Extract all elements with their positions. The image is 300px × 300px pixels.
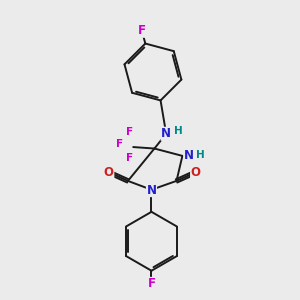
Text: H: H xyxy=(174,126,183,136)
Text: N: N xyxy=(146,184,157,196)
Text: F: F xyxy=(138,24,146,37)
Text: F: F xyxy=(116,139,124,148)
Text: O: O xyxy=(190,166,201,178)
Text: O: O xyxy=(104,166,114,178)
Text: H: H xyxy=(196,150,204,160)
Text: F: F xyxy=(126,127,133,137)
Text: F: F xyxy=(148,278,155,290)
Text: N: N xyxy=(184,149,194,162)
Text: F: F xyxy=(126,153,133,163)
Text: N: N xyxy=(161,127,171,140)
